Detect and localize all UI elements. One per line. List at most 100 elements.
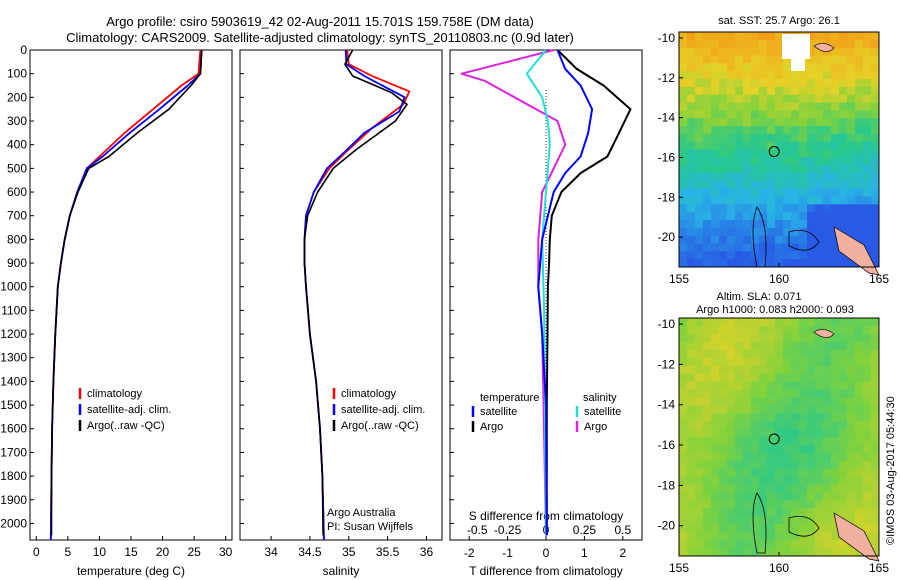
sst-map-ytick-label: -18: [658, 190, 676, 204]
sst-map-cell: [871, 141, 880, 150]
credit-pi: PI: Susan Wijffels: [327, 521, 413, 533]
sst-map-cell: [839, 141, 848, 150]
sla-map-cell: [743, 325, 752, 335]
sla-map-cell: [759, 516, 768, 525]
sst-map-cell: [719, 196, 728, 205]
sla-map-cell: [743, 476, 752, 485]
sst-map-cell: [871, 196, 880, 205]
sla-map-cell: [855, 381, 864, 390]
sla-map-cell: [767, 349, 776, 359]
sla-map-cell: [783, 349, 792, 359]
sla-map-cell: [871, 524, 880, 533]
sst-map-cell: [831, 157, 840, 166]
difference-s-tick-label: 0.25: [573, 523, 597, 537]
sst-map-cell: [815, 204, 824, 213]
sst-map-cell: [871, 235, 880, 244]
sst-map-cell: [695, 102, 704, 111]
sla-map-cell: [783, 341, 792, 351]
sst-map-cell: [751, 259, 760, 268]
sst-map-cell: [767, 196, 776, 205]
sst-map-cell: [783, 55, 792, 64]
sla-map-cell: [687, 405, 696, 414]
sst-map-cell: [823, 204, 832, 213]
sst-map-cell: [847, 141, 856, 150]
sla-map-island: [813, 329, 835, 338]
temperature-ytick-label: 1400: [0, 374, 27, 388]
sst-map-cell: [719, 243, 728, 252]
sst-map-cell: [687, 165, 696, 174]
sst-map-cell: [855, 47, 864, 56]
sst-map-cell: [839, 220, 848, 229]
sst-map-cell: [679, 251, 688, 260]
sla-map-cell: [735, 468, 744, 478]
sst-map-cell: [855, 71, 864, 80]
sla-map-cell: [815, 437, 824, 446]
sst-map-cell: [815, 235, 824, 244]
sst-map-cell: [791, 227, 800, 237]
sla-map-cell: [687, 413, 696, 422]
sla-map-cell: [831, 500, 840, 509]
sla-map-ytick-label: -12: [658, 357, 676, 371]
sst-map-cell: [847, 212, 856, 221]
sla-map-cell: [695, 468, 704, 478]
sst-map-cell: [831, 94, 840, 103]
sla-map-cell: [799, 508, 808, 517]
sla-map-cell: [855, 325, 864, 335]
sla-map-cell: [719, 484, 728, 493]
sst-map-cell: [815, 259, 824, 268]
sla-map-cell: [799, 452, 808, 462]
difference-legend-title-temperature: temperature: [480, 392, 539, 404]
sla-map-cell: [727, 333, 736, 343]
sla-map-cell: [687, 476, 696, 485]
sla-map-cell: [807, 468, 816, 478]
sla-map-cell: [759, 421, 768, 430]
sla-map-cell: [743, 540, 752, 549]
sla-map-cell: [703, 444, 712, 454]
sst-map-cell: [687, 204, 696, 213]
sst-map-cell: [679, 141, 688, 150]
sst-map-cell: [815, 251, 824, 260]
sst-map-cell: [847, 79, 856, 88]
sla-map-cell: [735, 381, 744, 390]
sla-map-cell: [871, 444, 880, 454]
sst-map-cell: [855, 165, 864, 174]
sla-map-cell: [799, 548, 808, 557]
sst-map-cell: [807, 118, 816, 127]
sla-map-cell: [807, 413, 816, 422]
sla-map-cell: [751, 492, 760, 501]
difference-t-xlabel: T difference from climatology: [469, 564, 623, 578]
sla-map-cell: [855, 397, 864, 406]
sla-map-cell: [743, 333, 752, 343]
sla-map-cell: [791, 365, 800, 374]
sst-map-cell: [759, 39, 768, 49]
sst-map-cell: [815, 79, 824, 88]
sla-map-cell: [839, 373, 848, 382]
sla-map-cell: [783, 437, 792, 446]
sla-map-cell: [735, 413, 744, 422]
sst-map-cell: [695, 79, 704, 88]
sla-map-cell: [815, 500, 824, 509]
sla-map-cell: [839, 500, 848, 509]
sla-map-cell: [839, 357, 848, 366]
temperature-xtick-label: 20: [156, 545, 170, 559]
temperature-xtick-label: 10: [93, 545, 107, 559]
sla-map-ytick-label: -16: [658, 438, 676, 452]
sst-map-cell: [743, 55, 752, 64]
sla-map-cell: [703, 516, 712, 525]
sst-map-cell: [711, 243, 720, 252]
sst-map-cell: [735, 204, 744, 213]
sla-map-cell: [735, 444, 744, 454]
temperature-ytick-label: 1700: [0, 445, 27, 459]
temperature-ytick-label: 1800: [0, 469, 27, 483]
sst-map-cell: [711, 220, 720, 229]
sst-map-cell: [855, 180, 864, 190]
sst-map-cell: [767, 63, 776, 72]
sla-map-cell: [759, 532, 768, 541]
sla-map-cell: [799, 357, 808, 366]
sst-map-cell: [743, 196, 752, 205]
sst-map-cell: [727, 251, 736, 260]
sst-map-cell: [783, 157, 792, 166]
sla-map-cell: [839, 460, 848, 470]
sst-map-cell: [799, 133, 808, 143]
